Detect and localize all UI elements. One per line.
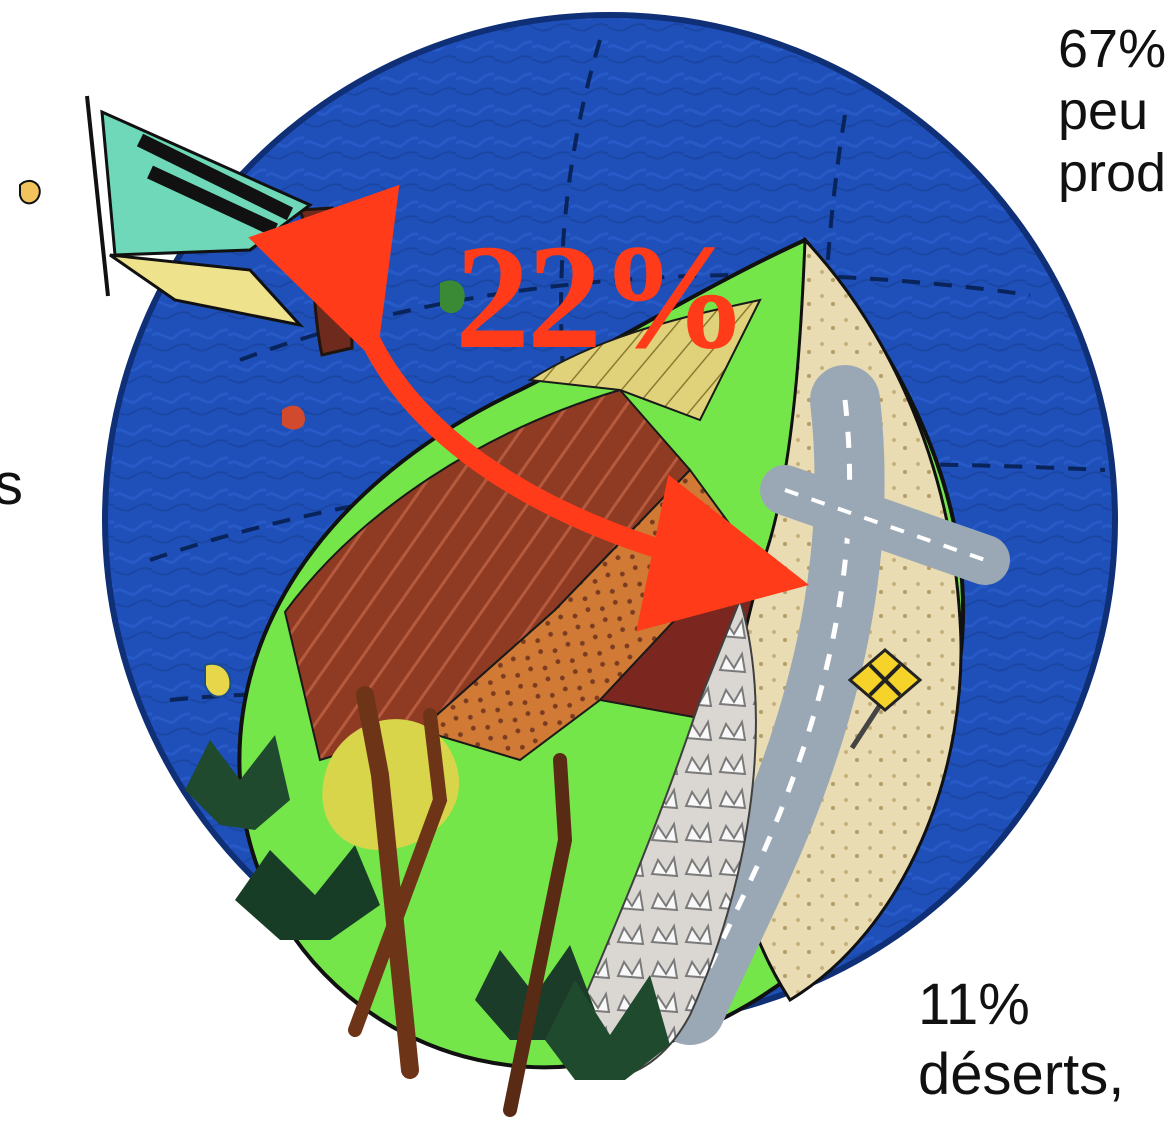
percent-arrow (248, 184, 809, 632)
top-right-text: 67% peu prod (1058, 19, 1167, 204)
left-edge-text: s (0, 452, 23, 517)
bottom-right-text: 11% déserts, (918, 972, 1125, 1107)
road-sign (847, 648, 923, 750)
highlight-percent: 22% (455, 214, 749, 380)
forest-cluster (185, 686, 670, 1117)
